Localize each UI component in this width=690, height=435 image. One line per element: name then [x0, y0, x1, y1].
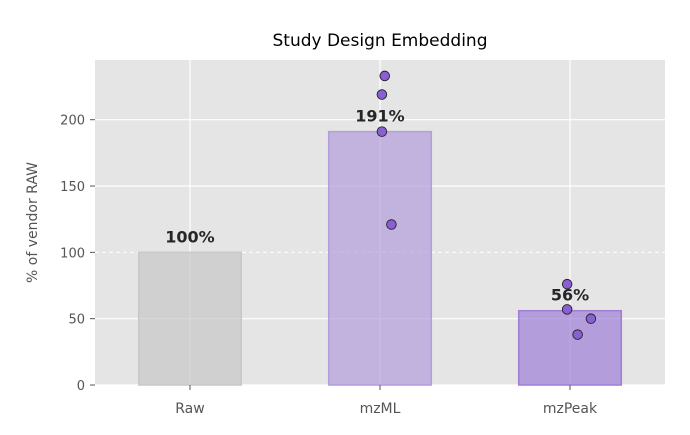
y-axis-label: % of vendor RAW [25, 162, 41, 283]
x-ticks: Raw mzML mzPeak [175, 385, 598, 417]
chart-title: Study Design Embedding [272, 31, 487, 51]
data-point [386, 219, 397, 230]
data-labels: 100% 191% 56% [165, 107, 589, 305]
y-tick-label: 50 [68, 313, 85, 328]
y-tick-label: 200 [60, 114, 85, 129]
data-label-mzpeak: 56% [551, 286, 589, 305]
points [376, 70, 597, 340]
x-tick-label: mzML [360, 401, 401, 417]
data-point [561, 278, 573, 290]
x-tick-label: Raw [175, 401, 204, 417]
data-point [572, 329, 583, 340]
bar-raw [137, 251, 243, 386]
bar-mzpeak [517, 309, 623, 386]
data-point [585, 313, 597, 324]
data-point [376, 89, 388, 100]
y-tick-label: 0 [77, 379, 85, 394]
bar-mzml [327, 130, 433, 386]
data-point [561, 304, 573, 315]
data-label-raw: 100% [165, 227, 214, 246]
x-tick-label: mzPeak [543, 401, 598, 417]
y-tick-label: 150 [60, 180, 85, 195]
data-point [376, 126, 388, 137]
data-point [379, 70, 391, 82]
y-ticks: 0 50 100 150 200 [60, 114, 95, 394]
data-label-mzml: 191% [355, 107, 404, 126]
y-tick-label: 100 [60, 246, 85, 261]
